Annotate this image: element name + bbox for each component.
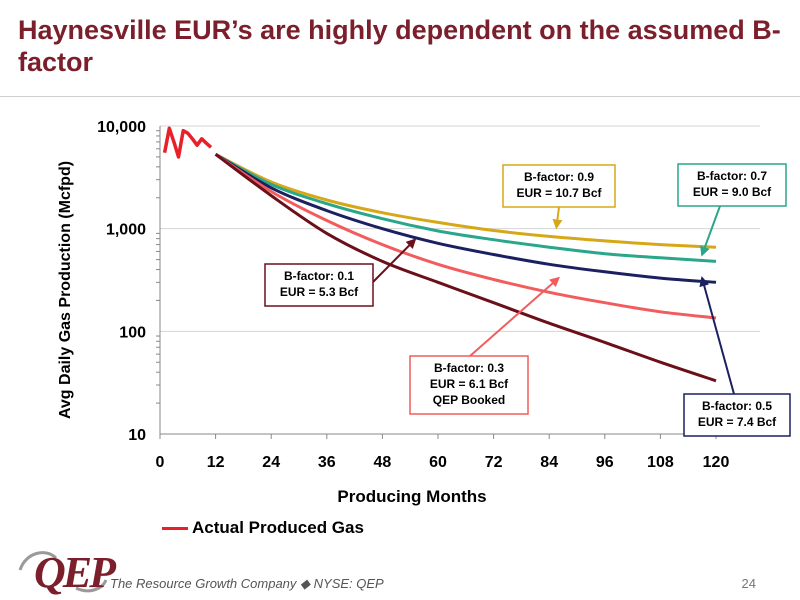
series-line-b03 xyxy=(214,153,717,320)
slide-title: Haynesville EUR’s are highly dependent o… xyxy=(18,15,781,77)
y-axis-label: Avg Daily Gas Production (Mcfpd) xyxy=(57,161,74,419)
x-tick-label: 72 xyxy=(485,454,503,471)
x-tick-label: 108 xyxy=(647,454,674,471)
legend-swatch-actual xyxy=(162,526,188,530)
annotation-arrow-b05 xyxy=(699,276,735,395)
x-tick-label: 96 xyxy=(596,454,614,471)
series-line-b09 xyxy=(214,152,717,249)
annotation-box-b03: B-factor: 0.3 EUR = 6.1 Bcf QEP Booked xyxy=(409,355,529,415)
decline-curve-chart: B-factor: 0.9 EUR = 10.7 Bcf B-factor: 0.7… xyxy=(57,119,791,506)
x-tick-label: 60 xyxy=(429,454,447,471)
annotation-text: EUR = 10.7 Bcf xyxy=(516,186,602,200)
x-tick-label: 48 xyxy=(374,454,392,471)
page-number: 24 xyxy=(741,576,756,591)
x-tick-label: 24 xyxy=(262,454,280,471)
x-axis-label: Producing Months xyxy=(337,487,486,506)
annotation-arrow-b01 xyxy=(372,238,417,283)
annotation-text: B-factor: 0.9 xyxy=(524,170,594,184)
x-tick-label: 0 xyxy=(156,454,165,471)
footer-tagline: The Resource Growth Company ◆ NYSE: QEP xyxy=(110,576,384,591)
title-divider xyxy=(0,96,800,97)
y-tick-label: 1,000 xyxy=(106,222,146,239)
gridlines xyxy=(160,125,760,332)
annotation-boxes: B-factor: 0.9 EUR = 10.7 Bcf B-factor: 0.7… xyxy=(264,163,791,437)
x-tick-label: 12 xyxy=(207,454,225,471)
legend-label-actual: Actual Produced Gas xyxy=(192,518,364,537)
annotation-text: B-factor: 0.7 xyxy=(697,169,767,183)
series-line-b01 xyxy=(214,153,717,383)
tick-labels: 10 100 1,000 10,000 0 12 24 36 48 60 72 84 96 108 120 xyxy=(97,119,729,471)
annotation-text: B-factor: 0.5 xyxy=(702,399,772,413)
logo-graphic xyxy=(18,551,108,593)
annotation-arrows xyxy=(372,205,735,395)
annotation-text: B-factor: 0.3 xyxy=(434,361,504,375)
x-tick-label: 120 xyxy=(703,454,730,471)
annotation-box-b07: B-factor: 0.7 EUR = 9.0 Bcf xyxy=(677,163,787,207)
y-tick-label: 10,000 xyxy=(97,119,146,136)
series-line-b05 xyxy=(214,153,717,284)
x-tick-label: 36 xyxy=(318,454,336,471)
x-tick-label: 84 xyxy=(540,454,558,471)
y-tick-label: 100 xyxy=(119,324,146,341)
chart-legend: Actual Produced Gas xyxy=(162,518,364,538)
annotation-text: EUR = 7.4 Bcf xyxy=(698,415,777,429)
annotation-text: QEP Booked xyxy=(433,393,505,407)
annotation-arrow-b03 xyxy=(469,276,560,357)
footer: QEP The Resource Growth Company ◆ NYSE: … xyxy=(0,540,800,600)
series-lines xyxy=(162,126,717,383)
qep-logo: QEP xyxy=(16,544,116,597)
series-line-actual xyxy=(162,126,213,159)
annotation-text: EUR = 6.1 Bcf xyxy=(430,377,509,391)
annotation-box-b09: B-factor: 0.9 EUR = 10.7 Bcf xyxy=(502,164,616,208)
annotation-text: EUR = 5.3 Bcf xyxy=(280,285,359,299)
annotation-box-b05: B-factor: 0.5 EUR = 7.4 Bcf xyxy=(683,393,791,437)
series-line-b07 xyxy=(214,152,717,263)
annotation-box-b01: B-factor: 0.1 EUR = 5.3 Bcf xyxy=(264,263,374,307)
logo-text: QEP xyxy=(34,548,116,597)
annotation-text: EUR = 9.0 Bcf xyxy=(693,185,772,199)
axes xyxy=(156,126,760,439)
annotation-arrow-b07 xyxy=(700,205,721,257)
annotation-arrow-b09 xyxy=(552,206,563,230)
y-tick-label: 10 xyxy=(128,427,146,444)
annotation-text: B-factor: 0.1 xyxy=(284,269,354,283)
